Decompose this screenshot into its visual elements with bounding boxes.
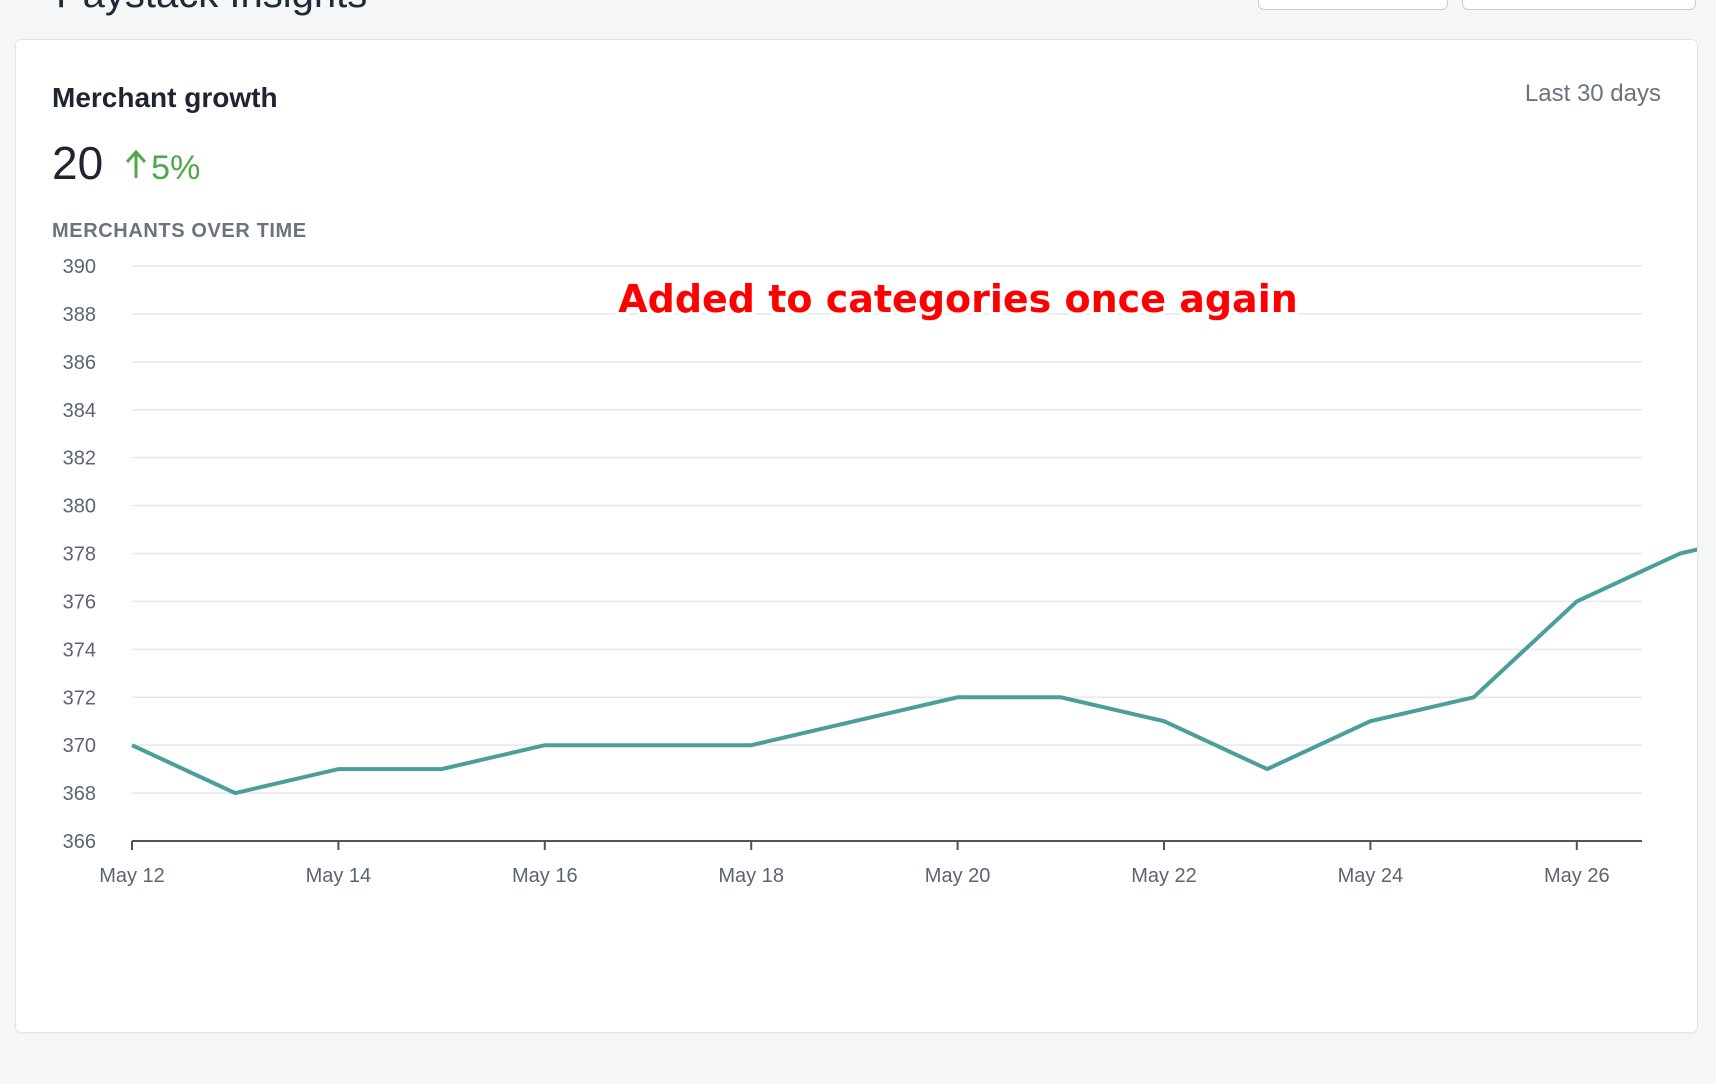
- page-header-fragment: Paystack Insights: [0, 0, 1716, 40]
- y-tick-label: 380: [63, 496, 96, 518]
- y-tick-label: 388: [63, 304, 96, 326]
- y-tick-label: 370: [63, 735, 96, 757]
- metric-change: 5%: [125, 149, 200, 188]
- card-title: Merchant growth: [52, 82, 278, 113]
- page-heading: Paystack Insights: [56, 0, 367, 17]
- y-tick-label: 384: [63, 400, 96, 422]
- x-tick-label: May 20: [925, 865, 991, 887]
- y-tick-label: 382: [63, 448, 96, 470]
- y-tick-label: 366: [63, 831, 96, 853]
- x-tick-label: May 16: [512, 865, 578, 887]
- x-tick-label: May 18: [718, 865, 784, 887]
- y-tick-label: 376: [63, 591, 96, 613]
- y-tick-label: 368: [63, 783, 96, 805]
- merchants-line-chart: 366 368 370 372 374 376 378 380 382 384 386 388 390 M…: [63, 256, 1697, 887]
- y-tick-label: 378: [63, 544, 96, 566]
- y-tick-label: 390: [63, 256, 96, 278]
- y-tick-label: 372: [63, 687, 96, 709]
- x-tick-label: May 24: [1338, 865, 1404, 887]
- metric-change-value: 5%: [151, 149, 201, 187]
- x-tick-label: May 14: [306, 865, 372, 887]
- annotation-text: Added to categories once again: [618, 277, 1298, 321]
- metric-row: 20 5%: [52, 136, 200, 190]
- y-tick-label: 374: [63, 639, 96, 661]
- x-tick-label: May 22: [1131, 865, 1197, 887]
- y-tick-label: 386: [63, 352, 96, 374]
- x-tick-label: May 26: [1544, 865, 1610, 887]
- chart-section-label: MERCHANTS OVER TIME: [52, 220, 307, 242]
- header-button-right[interactable]: [1462, 0, 1696, 10]
- merchant-growth-card: Merchant growth Last 30 days 20 5% MERCH…: [15, 39, 1698, 1033]
- arrow-up-icon: [126, 149, 147, 178]
- metric-value: 20: [52, 137, 104, 189]
- header-button-left[interactable]: [1258, 0, 1448, 10]
- period-label: Last 30 days: [1524, 80, 1661, 107]
- x-tick-label: May 12: [99, 865, 165, 887]
- series-line: [131, 547, 1697, 796]
